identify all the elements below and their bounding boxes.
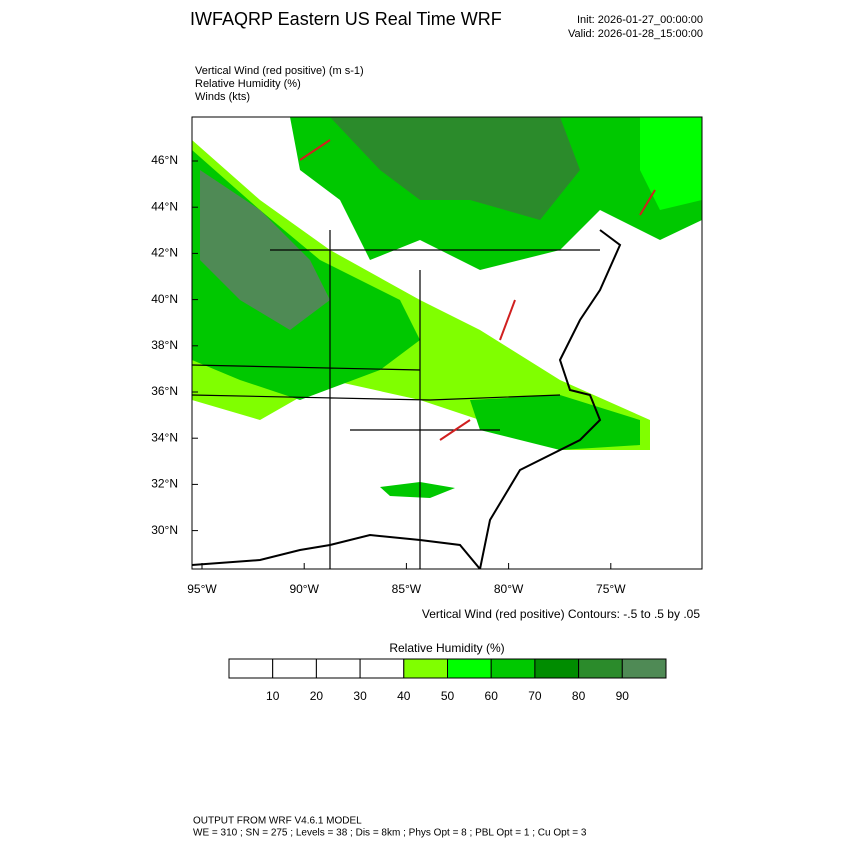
lat-label: 40°N [151, 292, 178, 306]
colorbar-label: 50 [441, 689, 455, 703]
lat-labels: 46°N 44°N 42°N 40°N 38°N 36°N 34°N 32°N 30°N [151, 153, 198, 537]
vertical-wind-contour [299, 139, 656, 441]
colorbar-box [359, 658, 405, 679]
valid-time: Valid: 2026-01-28_15:00:00 [568, 28, 703, 40]
lat-label: 44°N [151, 199, 178, 213]
lon-label: 90°W [289, 582, 319, 596]
colorbar: 10 20 30 40 50 60 70 80 90 [228, 658, 667, 703]
colorbar-label: 10 [266, 689, 280, 703]
lat-label: 30°N [151, 523, 178, 537]
colorbar-box [403, 658, 448, 679]
lat-label: 36°N [151, 384, 178, 398]
colorbar-label: 20 [310, 689, 324, 703]
field-label: Winds (kts) [195, 91, 250, 103]
colorbar-box [228, 658, 274, 679]
footer-line: OUTPUT FROM WRF V4.6.1 MODEL [193, 816, 362, 827]
colorbar-box [272, 658, 317, 679]
lon-labels: 95°W 90°W 85°W 80°W 75°W [187, 563, 626, 596]
colorbar-box [490, 658, 536, 679]
lon-label: 80°W [494, 582, 524, 596]
colorbar-label: 30 [353, 689, 367, 703]
footer-line: WE = 310 ; SN = 275 ; Levels = 38 ; Dis … [193, 828, 587, 839]
lat-label: 46°N [151, 153, 178, 167]
lon-label: 95°W [187, 582, 217, 596]
lat-label: 38°N [151, 338, 178, 352]
humidity-band [470, 395, 640, 450]
humidity-band [640, 117, 702, 210]
colorbar-box [578, 658, 623, 679]
lat-label: 32°N [151, 477, 178, 491]
state-border [192, 230, 600, 569]
field-label: Vertical Wind (red positive) (m s-1) [195, 65, 364, 77]
coastline [479, 229, 622, 569]
colorbar-label: 40 [397, 689, 411, 703]
lat-label: 42°N [151, 246, 178, 260]
humidity-band [200, 170, 330, 330]
humidity-band [330, 117, 580, 220]
map-frame [191, 116, 703, 570]
field-label: Relative Humidity (%) [195, 78, 301, 90]
colorbar-box [447, 658, 492, 679]
colorbar-label: 80 [572, 689, 586, 703]
colorbar-label: 60 [485, 689, 499, 703]
title: IWFAQRP Eastern US Real Time WRF [190, 9, 502, 29]
colorbar-box [534, 658, 580, 679]
map [192, 117, 702, 569]
coastline [192, 533, 481, 569]
colorbar-label: 70 [528, 689, 542, 703]
colorbar-box [315, 658, 361, 679]
humidity-band [380, 482, 455, 498]
colorbar-box [621, 658, 667, 679]
lon-label: 75°W [596, 582, 626, 596]
init-time: Init: 2026-01-27_00:00:00 [577, 14, 703, 26]
lat-label: 34°N [151, 430, 178, 444]
contour-note: Vertical Wind (red positive) Contours: -… [422, 607, 700, 621]
colorbar-title: Relative Humidity (%) [389, 641, 504, 655]
colorbar-label: 90 [616, 689, 630, 703]
lon-label: 85°W [392, 582, 422, 596]
